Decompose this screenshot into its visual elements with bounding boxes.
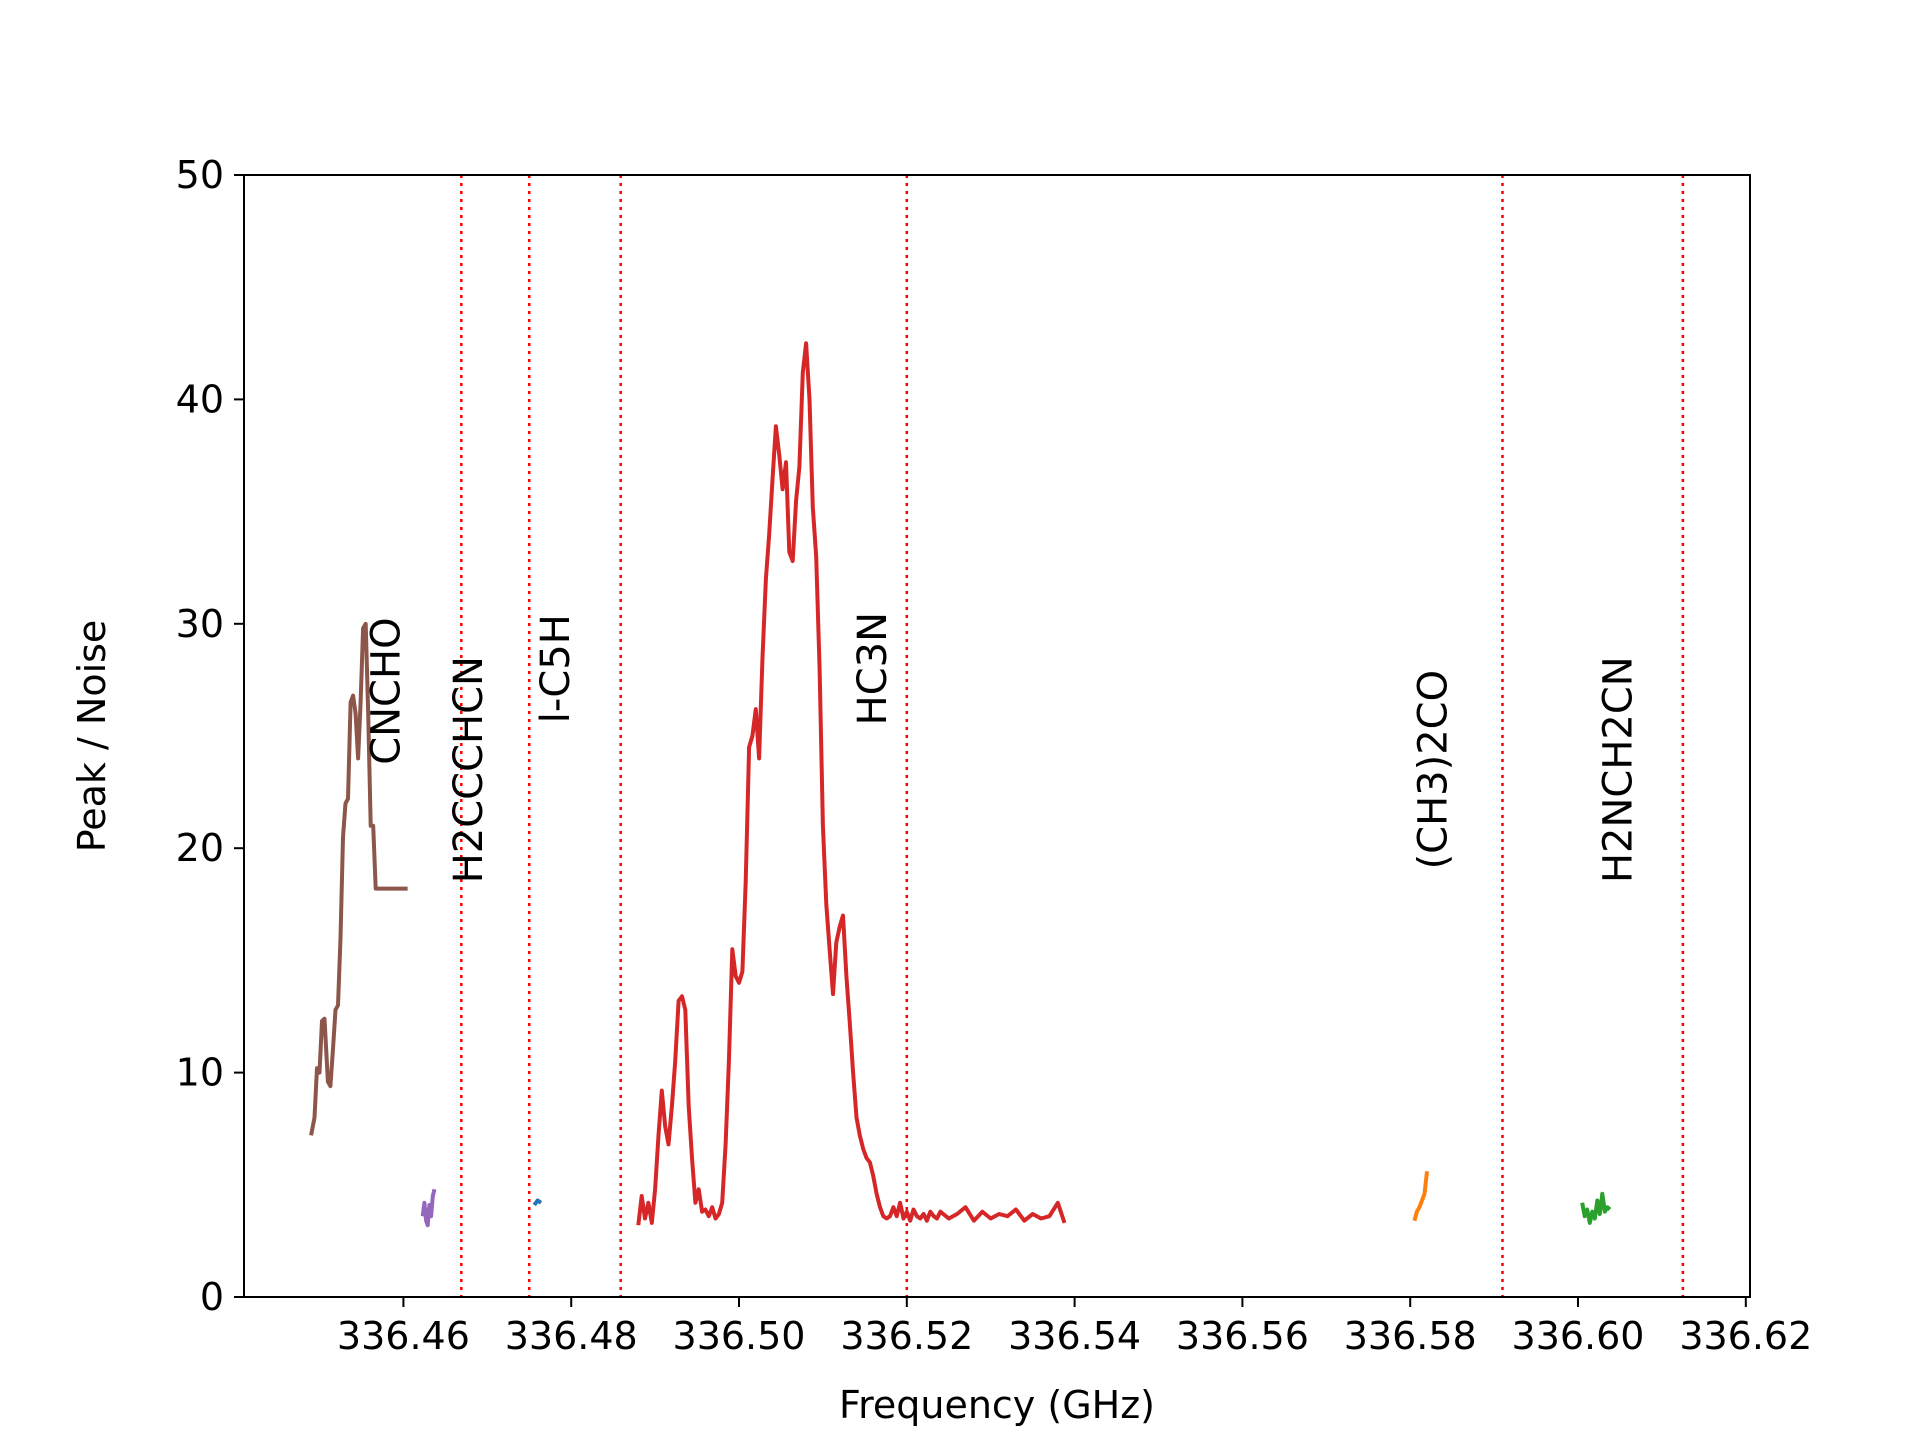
line-label-1: H2CCCHCN [446, 656, 492, 883]
y-tick-label-3: 30 [176, 602, 224, 646]
x-tick-label-5: 336.56 [1176, 1314, 1309, 1358]
line-labels: CNCHO H2CCCHCN l-C5H HC3N (CH3)2CO H2NCH2CN [364, 612, 1642, 883]
y-axis-label: Peak / Noise [70, 620, 114, 853]
x-tick-label-2: 336.50 [673, 1314, 806, 1358]
reference-lines [460, 175, 1685, 1297]
x-tick-label-6: 336.58 [1344, 1314, 1477, 1358]
x-tick-label-1: 336.48 [505, 1314, 638, 1358]
x-axis-ticks: 336.46 336.48 336.50 336.52 336.54 336.56 336.… [337, 1297, 1812, 1358]
x-tick-label-7: 336.60 [1512, 1314, 1645, 1358]
x-tick-label-3: 336.52 [840, 1314, 973, 1358]
y-tick-label-2: 20 [176, 826, 224, 870]
line-label-4: (CH3)2CO [1411, 670, 1457, 870]
x-axis-label: Frequency (GHz) [839, 1383, 1155, 1427]
x-tick-label-0: 336.46 [337, 1314, 470, 1358]
series-line-2 [532, 1198, 543, 1207]
series-group [309, 341, 1612, 1228]
y-tick-label-0: 0 [200, 1275, 224, 1319]
series-line-1 [420, 1188, 437, 1228]
y-tick-label-5: 50 [176, 153, 224, 197]
line-label-0: CNCHO [364, 617, 410, 764]
y-tick-label-1: 10 [176, 1051, 224, 1095]
y-axis-ticks: 0 10 20 30 40 50 [176, 153, 244, 1319]
line-label-2: l-C5H [533, 614, 579, 723]
x-tick-label-8: 336.62 [1679, 1314, 1812, 1358]
series-line-3 [636, 341, 1067, 1226]
x-tick-label-4: 336.54 [1008, 1314, 1141, 1358]
y-tick-label-4: 40 [176, 377, 224, 421]
plot-area-frame [243, 174, 1751, 1298]
line-label-3: HC3N [850, 612, 896, 725]
series-line-0 [309, 621, 408, 1136]
series-line-5 [1580, 1191, 1612, 1225]
line-label-5: H2NCH2CN [1595, 656, 1641, 883]
series-line-4 [1412, 1171, 1429, 1222]
